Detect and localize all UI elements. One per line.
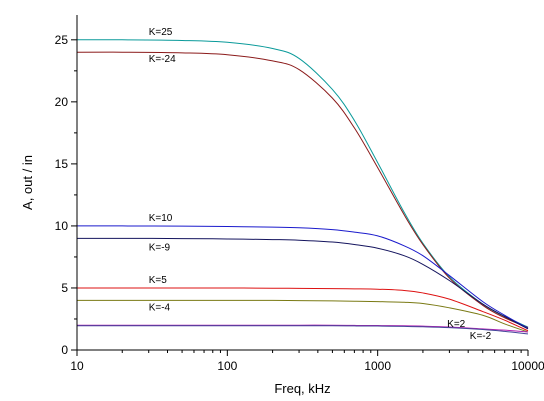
- series-line-2: [76, 225, 529, 329]
- x-axis-title: Freq, kHz: [274, 381, 330, 396]
- axes: 10 100 1000 10000 0 5 10 15 20 25: [55, 15, 544, 373]
- y-tick-label: 5: [61, 281, 68, 295]
- series-label: K=-24: [149, 54, 176, 65]
- y-tick-label: 20: [55, 95, 69, 109]
- series-line-1: [76, 51, 529, 329]
- series-labels: K=25 K=-24 K=10 K=-9 K=5 K=-4 K=2 K=-2: [149, 27, 492, 342]
- series-label: K=-9: [149, 243, 171, 254]
- x-ticks: 10 100 1000 10000: [70, 350, 544, 373]
- y-tick-label: 25: [55, 33, 69, 47]
- series-label: K=-2: [470, 331, 492, 342]
- x-tick-label: 10000: [511, 359, 544, 373]
- series-line-7: [77, 325, 529, 335]
- y-ticks: 0 5 10 15 20 25: [55, 33, 77, 357]
- series-label: K=10: [149, 213, 173, 224]
- y-axis-title: A, out / in: [20, 155, 35, 210]
- series-label: K=2: [447, 319, 466, 330]
- x-tick-label: 10: [70, 359, 84, 373]
- series-label: K=-4: [149, 302, 171, 313]
- series-line-5: [76, 299, 529, 333]
- series-label: K=5: [149, 275, 168, 286]
- x-tick-label: 100: [217, 359, 237, 373]
- plot-area: K=25 K=-24 K=10 K=-9 K=5 K=-4 K=2 K=-2: [76, 27, 529, 342]
- y-tick-label: 10: [55, 219, 69, 233]
- x-tick-label: 1000: [364, 359, 391, 373]
- y-tick-label: 0: [61, 343, 68, 357]
- series-layer: [76, 39, 529, 335]
- series-label: K=25: [149, 27, 173, 38]
- series-line-3: [76, 237, 529, 330]
- y-tick-label: 15: [55, 157, 69, 171]
- series-line-4: [77, 287, 529, 332]
